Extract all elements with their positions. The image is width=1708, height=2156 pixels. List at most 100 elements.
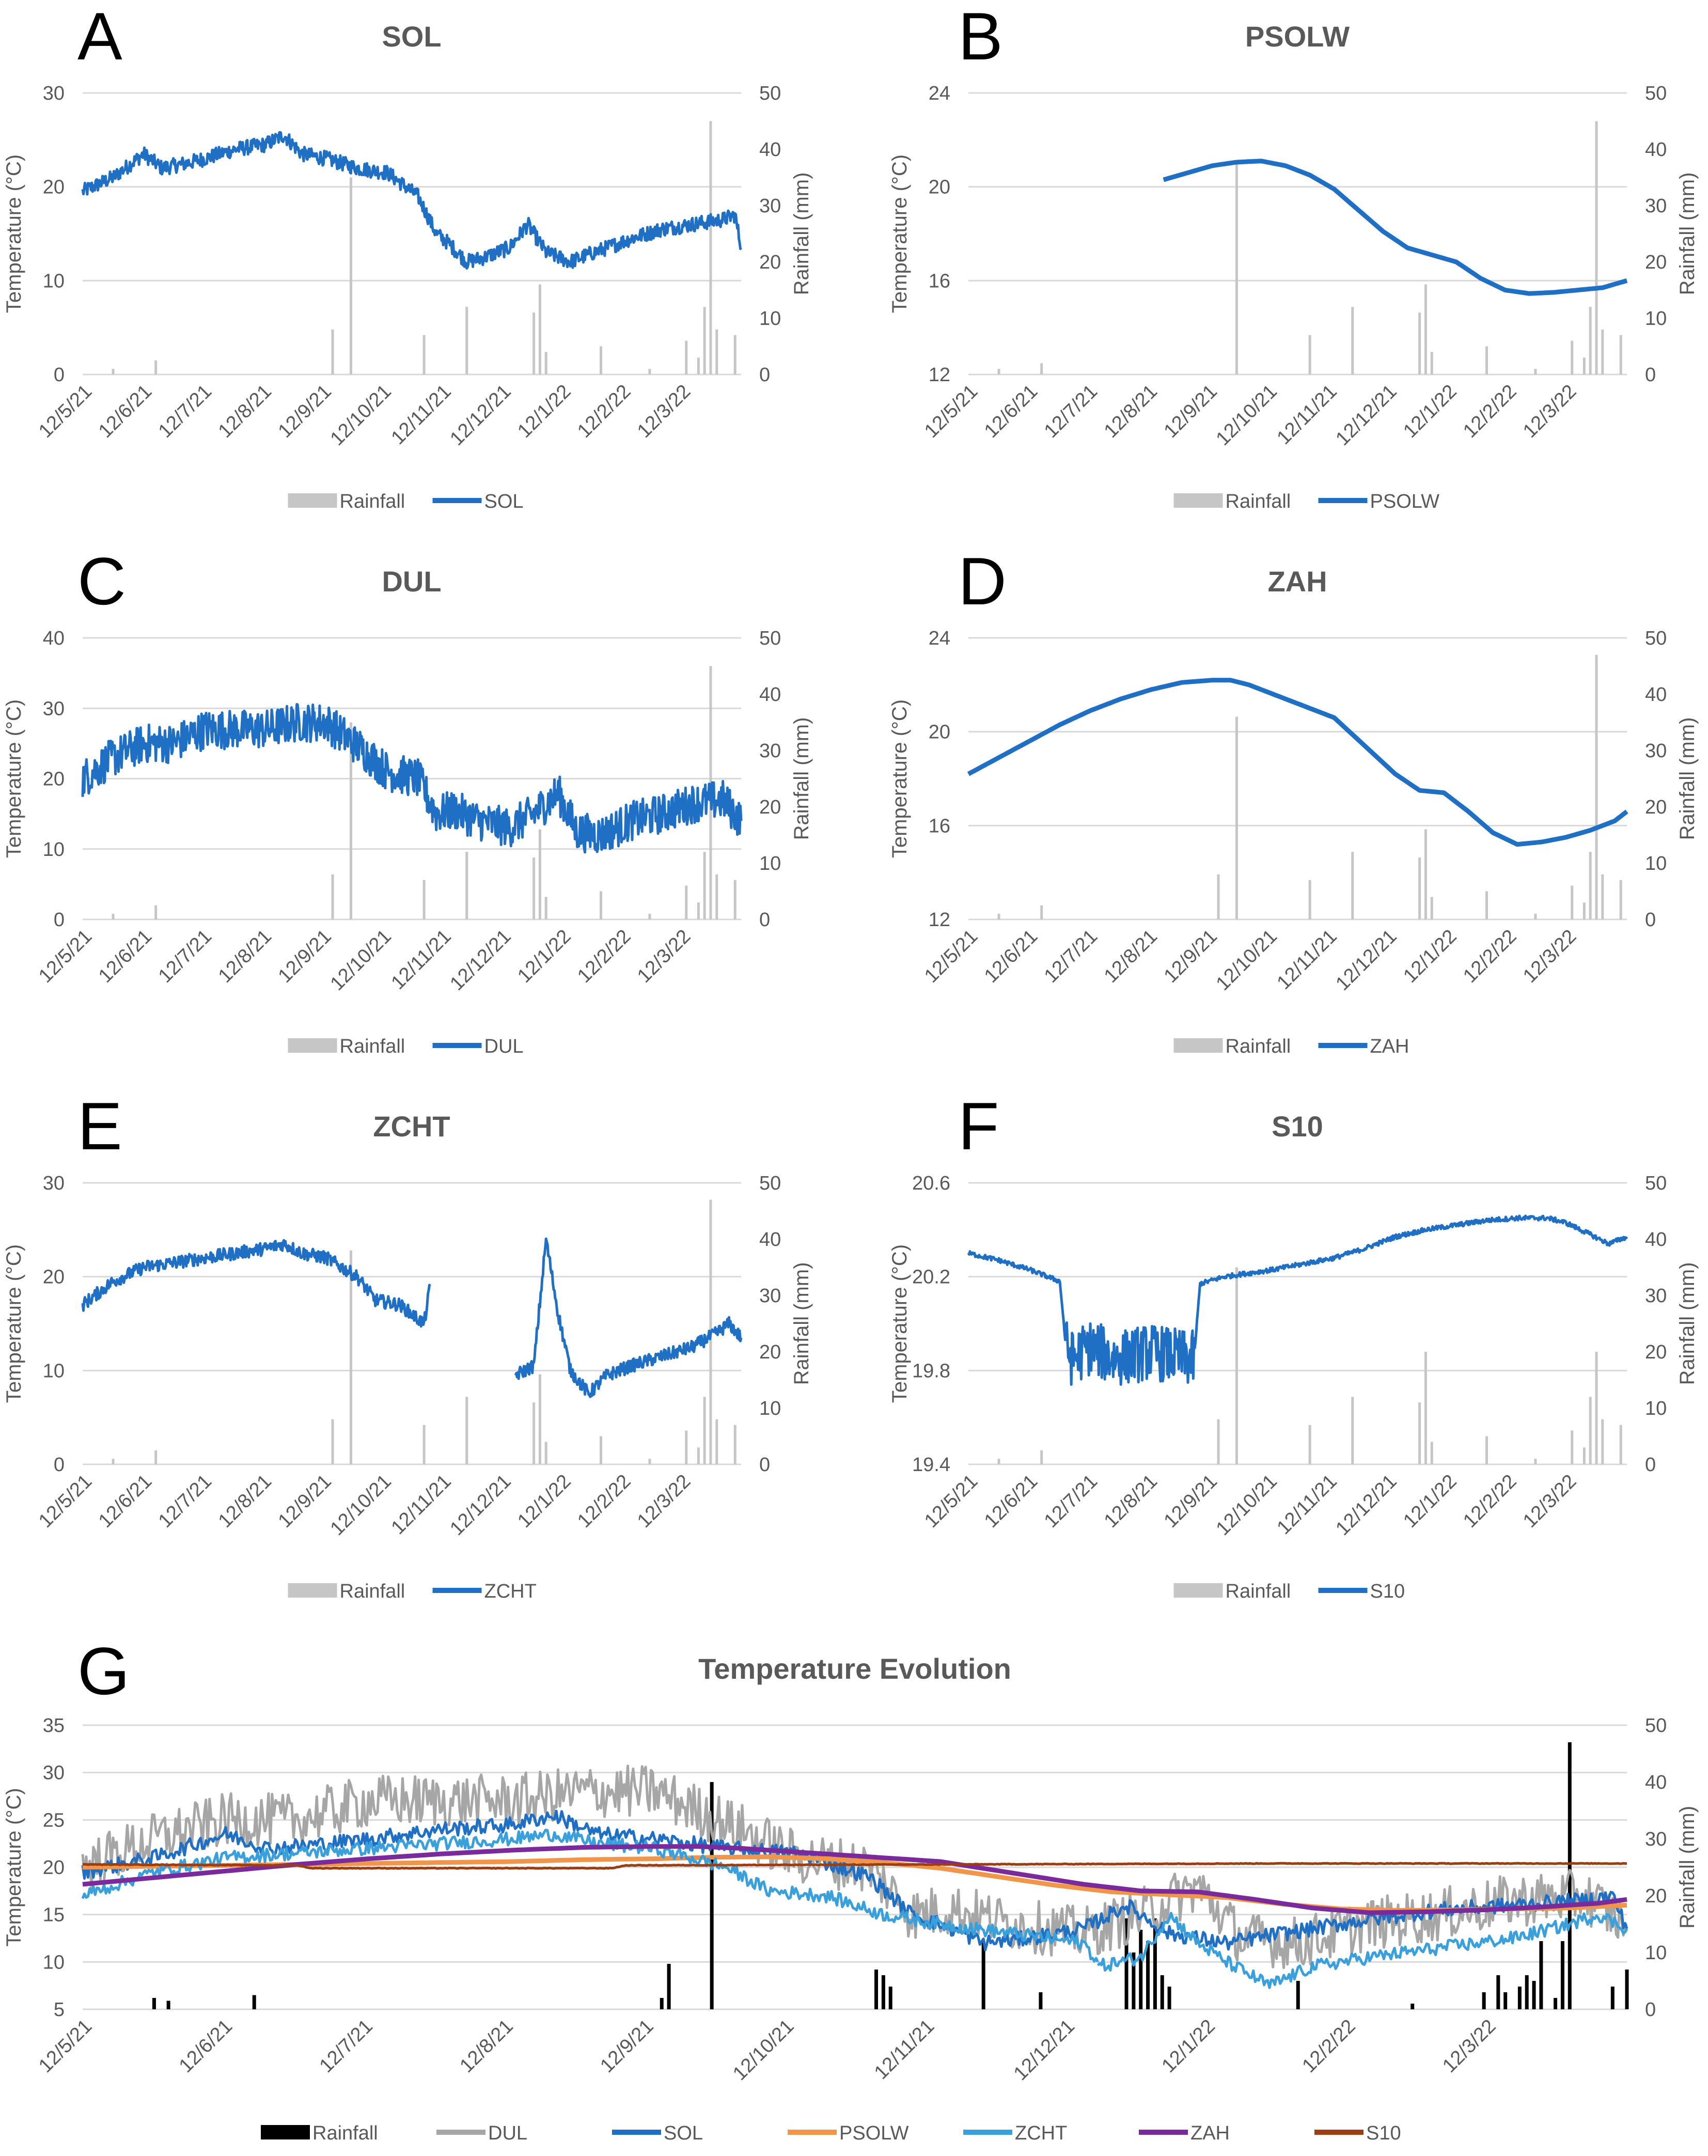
x-tick-label: 12/12/21 bbox=[446, 926, 515, 995]
rainfall-bar bbox=[881, 1975, 885, 2009]
series-line-zah bbox=[967, 678, 1628, 847]
rainfall-bar bbox=[1485, 891, 1488, 919]
y2-tick-label: 40 bbox=[1645, 139, 1667, 161]
rainfall-bar bbox=[538, 829, 541, 919]
x-tick-label: 12/3/22 bbox=[1519, 381, 1580, 442]
x-tick-label: 12/11/21 bbox=[387, 381, 456, 449]
series-line-psolw bbox=[1163, 159, 1628, 296]
x-tick-label: 12/9/21 bbox=[1160, 1471, 1221, 1532]
rainfall-bar bbox=[1503, 1992, 1508, 2009]
rainfall-bar bbox=[667, 1964, 671, 2009]
panel-letter: D bbox=[958, 543, 1007, 619]
rainfall-bar bbox=[1625, 1970, 1629, 2009]
x-tick-label: 12/1/22 bbox=[1399, 1471, 1461, 1532]
y2-tick-label: 40 bbox=[759, 139, 781, 161]
panel-g: G Temperature Evolution 5 10 15 20 25 30 35 0 10 20… bbox=[3, 1633, 1699, 2144]
x-tick-label: 12/7/21 bbox=[154, 1471, 216, 1532]
y2-tick-label: 10 bbox=[1645, 1398, 1667, 1419]
rainfall-bar bbox=[1571, 340, 1574, 374]
x-tick-label: 12/6/21 bbox=[980, 1471, 1042, 1532]
x-tick-label: 12/10/21 bbox=[1212, 381, 1281, 450]
series-line-psolw bbox=[82, 1854, 1627, 1913]
legend: Rainfall SOL bbox=[288, 491, 524, 512]
x-tick-label: 12/9/21 bbox=[596, 2016, 657, 2077]
x-tick-label: 12/8/21 bbox=[214, 1471, 276, 1532]
rainfall-bar bbox=[532, 313, 536, 374]
rainfall-bar bbox=[1418, 857, 1421, 919]
rainfall-bar bbox=[1582, 902, 1586, 919]
legend-swatch-rainfall bbox=[1173, 493, 1223, 508]
legend-label: Rainfall bbox=[1226, 1036, 1291, 1057]
rainfall-bar bbox=[685, 885, 688, 919]
legend-label: Rainfall bbox=[340, 491, 405, 512]
x-tick-label: 12/7/21 bbox=[316, 2016, 377, 2077]
legend-label: SOL bbox=[664, 2122, 703, 2144]
series-line-s10 bbox=[82, 1862, 1627, 1870]
y-axis-label: Temperature (°C) bbox=[888, 1244, 911, 1403]
y2-tick-label: 40 bbox=[759, 684, 781, 706]
x-tick-label: 12/6/21 bbox=[95, 1471, 156, 1532]
y-tick-label: 19.8 bbox=[912, 1360, 950, 1382]
rainfall-bar bbox=[709, 121, 712, 374]
y-tick-label: 15 bbox=[43, 1904, 65, 1926]
y2-axis-label: Rainfall (mm) bbox=[790, 1262, 813, 1385]
y-tick-label: 12 bbox=[929, 364, 950, 386]
rainfall-bar bbox=[154, 360, 158, 374]
panel-c: C DUL 0 10 20 30 40 0 10 20 30 40 50 Temperature (°C)… bbox=[3, 543, 813, 1057]
series-line-zcht bbox=[81, 1239, 431, 1328]
y-tick-label: 20 bbox=[43, 177, 65, 198]
rainfall-bar bbox=[1589, 307, 1592, 374]
legend-label: ZCHT bbox=[484, 1581, 537, 1602]
rainfall-bar bbox=[1534, 369, 1537, 374]
legend-swatch-rainfall bbox=[1173, 1038, 1223, 1053]
rainfall-bar bbox=[697, 1447, 700, 1464]
x-tick-label: 12/8/21 bbox=[1100, 926, 1162, 987]
rainfall-bar bbox=[349, 1250, 352, 1464]
panel-letter: C bbox=[77, 543, 126, 619]
x-tick-label: 12/7/21 bbox=[154, 381, 216, 442]
x-tick-label: 12/3/22 bbox=[633, 1471, 695, 1532]
rainfall-bar bbox=[1040, 1450, 1043, 1464]
rainfall-bar bbox=[1235, 716, 1238, 919]
series-line-dul bbox=[81, 703, 743, 854]
y-tick-label: 20.2 bbox=[912, 1267, 950, 1288]
y2-tick-label: 40 bbox=[759, 1229, 781, 1251]
rainfall-bar bbox=[1595, 654, 1598, 919]
rainfall-bar bbox=[422, 1425, 426, 1464]
x-tick-label: 12/11/21 bbox=[1273, 1471, 1341, 1539]
y-tick-label: 0 bbox=[54, 909, 65, 931]
y2-tick-label: 50 bbox=[1645, 1715, 1667, 1737]
rainfall-bar bbox=[349, 177, 352, 374]
chart-title: DUL bbox=[382, 565, 441, 598]
x-tick-label: 12/8/21 bbox=[1100, 381, 1162, 442]
x-tick-label: 12/8/21 bbox=[214, 381, 276, 442]
rainfall-bar bbox=[1351, 852, 1354, 919]
y-tick-label: 10 bbox=[43, 1360, 65, 1382]
rainfall-bar bbox=[544, 1442, 547, 1464]
rainfall-bar bbox=[538, 1374, 541, 1464]
y2-tick-label: 10 bbox=[1645, 853, 1667, 874]
y-tick-label: 20 bbox=[43, 1267, 65, 1288]
x-tick-label: 12/12/21 bbox=[1331, 1471, 1401, 1540]
rainfall-bar bbox=[1217, 874, 1220, 919]
rainfall-bar bbox=[599, 346, 602, 374]
y2-tick-label: 20 bbox=[1645, 1341, 1667, 1363]
rainfall-bar bbox=[1167, 1987, 1171, 2009]
rainfall-bar bbox=[703, 852, 706, 919]
y-tick-label: 10 bbox=[43, 839, 65, 861]
y2-tick-label: 50 bbox=[1645, 628, 1667, 649]
rainfall-bar bbox=[1217, 1419, 1220, 1464]
x-tick-label: 12/5/21 bbox=[35, 381, 96, 442]
y2-tick-label: 20 bbox=[759, 252, 781, 273]
legend: Rainfall ZAH bbox=[1173, 1036, 1409, 1057]
rainfall-bar bbox=[710, 1782, 714, 2009]
series-line-sol bbox=[81, 131, 742, 270]
x-tick-label: 12/3/22 bbox=[1438, 2016, 1500, 2077]
x-tick-label: 12/6/21 bbox=[980, 926, 1042, 987]
rainfall-bar bbox=[112, 914, 115, 919]
x-tick-label: 12/1/22 bbox=[1399, 381, 1461, 442]
y-tick-label: 20 bbox=[929, 722, 950, 743]
y2-tick-label: 20 bbox=[1645, 796, 1667, 818]
x-tick-label: 12/11/21 bbox=[870, 2016, 938, 2084]
legend-label: Rainfall bbox=[340, 1036, 405, 1057]
